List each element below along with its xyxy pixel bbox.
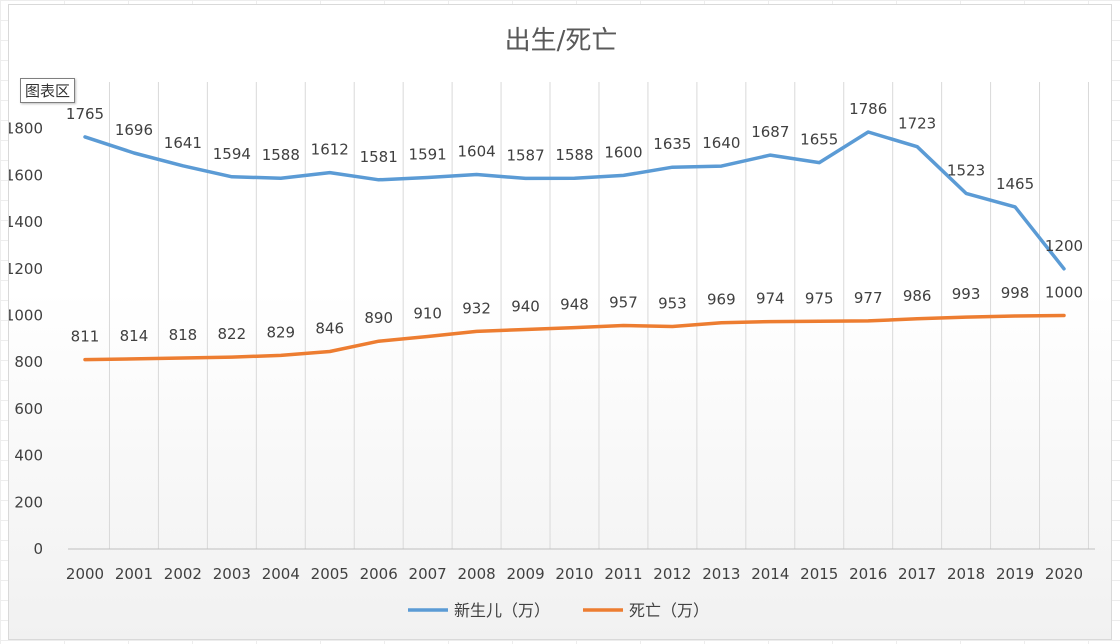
y-tick-label[interactable]: 1400: [9, 213, 43, 231]
data-label[interactable]: 1641: [164, 134, 202, 152]
data-label[interactable]: 814: [120, 327, 149, 345]
data-label[interactable]: 1640: [702, 134, 740, 152]
data-label[interactable]: 1594: [213, 145, 251, 163]
legend-label[interactable]: 新生儿（万）: [454, 601, 550, 620]
data-label[interactable]: 1523: [947, 161, 985, 179]
y-tick-label[interactable]: 600: [14, 400, 43, 418]
x-tick-label[interactable]: 2017: [898, 565, 936, 583]
data-label[interactable]: 969: [707, 291, 736, 309]
data-label[interactable]: 998: [1001, 284, 1030, 302]
y-tick-label[interactable]: 1200: [9, 260, 43, 278]
x-tick-label[interactable]: 2011: [604, 565, 642, 583]
x-tick-label[interactable]: 2006: [360, 565, 398, 583]
data-label[interactable]: 940: [511, 298, 540, 316]
y-axis[interactable]: 0 200 400 600 800 1000 1200 1400 1600 1800: [9, 120, 43, 558]
y-tick-label[interactable]: 200: [14, 493, 43, 511]
data-label[interactable]: 1000: [1045, 284, 1083, 302]
x-tick-label[interactable]: 2005: [311, 565, 349, 583]
data-label[interactable]: 846: [315, 319, 344, 337]
data-label[interactable]: 1655: [800, 131, 838, 149]
x-tick-label[interactable]: 2019: [996, 565, 1034, 583]
x-tick-label[interactable]: 2020: [1045, 565, 1083, 583]
data-label[interactable]: 1588: [555, 146, 593, 164]
chart-title[interactable]: 出生/死亡: [505, 26, 618, 56]
x-tick-label[interactable]: 2008: [458, 565, 496, 583]
data-labels[interactable]: 1765 1696 1641 1594 1588 1612 1581 1591 1604 1587…: [66, 100, 1083, 346]
x-tick-label[interactable]: 2014: [751, 565, 789, 583]
chart-container[interactable]: 出生/死亡 0 200 400 600 800 1000 1200 1400 1600 1800 …: [8, 4, 1112, 640]
data-label[interactable]: 1587: [506, 146, 544, 164]
x-axis[interactable]: 2000 2001 2002 2003 2004 2005 2006 2007 2008 2009…: [66, 565, 1083, 583]
data-label[interactable]: 1465: [996, 175, 1034, 193]
data-label[interactable]: 974: [756, 290, 785, 308]
series-layer[interactable]: [83, 130, 1066, 362]
x-tick-label[interactable]: 2016: [849, 565, 887, 583]
x-tick-label[interactable]: 2013: [702, 565, 740, 583]
data-label[interactable]: 829: [266, 323, 295, 341]
x-tick-label[interactable]: 2001: [115, 565, 153, 583]
x-tick-label[interactable]: 2010: [555, 565, 593, 583]
x-tick-label[interactable]: 2009: [506, 565, 544, 583]
series-line-1[interactable]: [83, 313, 1066, 362]
x-tick-label[interactable]: 2003: [213, 565, 251, 583]
y-tick-label[interactable]: 1000: [9, 307, 43, 325]
x-tick-label[interactable]: 2000: [66, 565, 104, 583]
data-label[interactable]: 811: [71, 328, 100, 346]
x-tick-label[interactable]: 2007: [409, 565, 447, 583]
x-tick-label[interactable]: 2012: [653, 565, 691, 583]
data-label[interactable]: 932: [462, 299, 491, 317]
data-label[interactable]: 1723: [898, 115, 936, 133]
y-tick-label[interactable]: 400: [14, 447, 43, 465]
data-label[interactable]: 977: [854, 289, 883, 307]
line-chart[interactable]: 出生/死亡 020040060080010001200140016001800 …: [9, 5, 1113, 641]
grid-layer: [68, 82, 1095, 550]
y-tick-label[interactable]: 0: [33, 540, 43, 558]
data-label[interactable]: 1612: [311, 141, 349, 159]
chart-area-tooltip: 图表区: [20, 78, 76, 103]
data-label[interactable]: 957: [609, 294, 638, 312]
data-label[interactable]: 953: [658, 294, 687, 312]
data-label[interactable]: 1591: [409, 146, 447, 164]
data-label[interactable]: 975: [805, 289, 834, 307]
legend[interactable]: 新生儿（万） 死亡（万）: [408, 601, 709, 620]
data-label[interactable]: 910: [413, 305, 442, 323]
data-label[interactable]: 890: [364, 309, 393, 327]
series-line-0[interactable]: [83, 130, 1066, 271]
x-tick-label[interactable]: 2018: [947, 565, 985, 583]
data-label[interactable]: 1786: [849, 100, 887, 118]
legend-label[interactable]: 死亡（万）: [629, 601, 709, 620]
data-label[interactable]: 1200: [1045, 237, 1083, 255]
data-label[interactable]: 822: [218, 325, 247, 343]
x-tick-label[interactable]: 2015: [800, 565, 838, 583]
data-label[interactable]: 986: [903, 287, 932, 305]
data-label[interactable]: 1600: [604, 143, 642, 161]
x-tick-label[interactable]: 2002: [164, 565, 202, 583]
data-label[interactable]: 1696: [115, 121, 153, 139]
y-tick-label[interactable]: 800: [14, 353, 43, 371]
data-label[interactable]: 1588: [262, 146, 300, 164]
data-label[interactable]: 1604: [458, 142, 496, 160]
x-tick-label[interactable]: 2004: [262, 565, 300, 583]
data-label[interactable]: 1635: [653, 135, 691, 153]
y-tick-label[interactable]: 1800: [9, 120, 43, 138]
data-label[interactable]: 1687: [751, 123, 789, 141]
y-tick-label[interactable]: 1600: [9, 166, 43, 184]
data-label[interactable]: 1765: [66, 105, 104, 123]
data-label[interactable]: 948: [560, 296, 589, 314]
data-label[interactable]: 1581: [360, 148, 398, 166]
data-label[interactable]: 818: [169, 326, 198, 344]
data-label[interactable]: 993: [952, 285, 981, 303]
